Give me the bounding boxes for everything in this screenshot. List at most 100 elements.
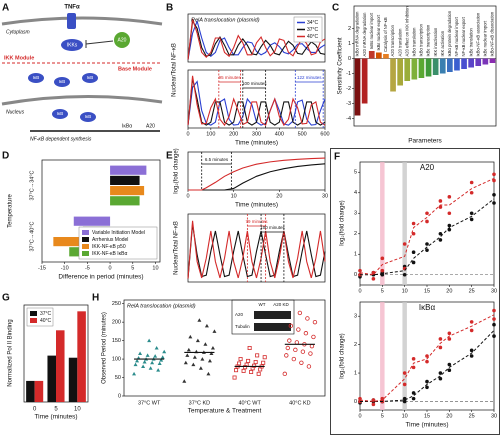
x-tick-label: 30 [322, 193, 328, 199]
line [360, 198, 495, 276]
point [183, 360, 188, 365]
bar [56, 330, 65, 402]
legend-swatch [30, 311, 37, 316]
x-tick-label: 40°C WT [238, 400, 261, 406]
blot-column: A20 KD [273, 302, 289, 307]
bar [397, 58, 403, 86]
y-tick-label: -4 [346, 116, 351, 122]
point [297, 310, 303, 316]
point [288, 323, 294, 329]
legend-label: 40°C [40, 318, 52, 324]
category-label: IκBα-NF-κB association [475, 12, 480, 57]
x-axis-label: Time (minutes) [34, 414, 77, 421]
point [447, 331, 452, 336]
point [182, 379, 187, 383]
point [469, 211, 474, 216]
bar [418, 58, 425, 78]
point [469, 217, 474, 222]
bar [390, 58, 396, 92]
bar [110, 165, 147, 175]
category-label: IκBε translation [468, 27, 473, 56]
blot-row: Tubulin [235, 324, 250, 329]
x-tick-label: 0 [358, 413, 361, 419]
point [371, 277, 376, 281]
point [232, 375, 237, 380]
x-tick-label: 500 [298, 131, 307, 137]
category-label: 37°C→34°C [29, 170, 35, 200]
category-label: IKK activation [440, 30, 445, 56]
point [447, 223, 452, 228]
category-label: IκBα transcription [419, 23, 424, 56]
point [447, 337, 452, 341]
point [135, 358, 140, 363]
panel-label: A [2, 3, 9, 14]
x-tick-label: 0 [186, 131, 189, 137]
point [305, 316, 310, 321]
point [438, 231, 443, 236]
bar [73, 216, 111, 226]
diagram-label: TNFα [64, 5, 80, 11]
diagram-label: A20 [146, 123, 155, 129]
y-axis-label: log₂(fold change) [340, 333, 346, 378]
legend-label: Arrhenius Model [92, 237, 128, 243]
x-tick-label: 15 [424, 288, 430, 294]
bar [425, 58, 432, 77]
x-tick-label: 400 [275, 131, 284, 137]
x-tick-label: 5 [381, 413, 384, 419]
bar [110, 196, 140, 206]
point [438, 345, 443, 350]
y-axis-label: Nuclear/Total NF-κB [174, 221, 180, 275]
point [210, 346, 215, 350]
point [159, 358, 164, 362]
x-axis-label: Time (minutes) [235, 140, 278, 147]
blot-column: WT [259, 302, 266, 307]
plot-frame [187, 151, 326, 191]
point [147, 338, 152, 343]
legend-label: 37°C [40, 311, 52, 317]
point [411, 221, 416, 226]
x-tick-label: 0 [33, 407, 37, 413]
y-tick-label: 5 [354, 170, 357, 176]
x-tick-label: 5 [381, 288, 384, 294]
diagram-label: Base Module [118, 66, 152, 72]
point [141, 364, 146, 368]
legend-label: IKK-NF-κB p50 [92, 244, 126, 250]
bar [47, 355, 56, 402]
band [402, 302, 407, 410]
band [402, 162, 407, 285]
point [308, 351, 313, 356]
point [492, 308, 496, 313]
diagram-label: IκBα [122, 123, 132, 129]
node [114, 32, 130, 48]
legend-label: 34°C [307, 20, 319, 26]
plot-frame [41, 159, 161, 263]
point [469, 328, 474, 333]
point [285, 345, 291, 351]
point [411, 391, 416, 395]
panel-label: D [2, 151, 9, 162]
x-tick-label: 10 [402, 413, 408, 419]
y-tick-label: 250 [112, 301, 121, 307]
point [425, 379, 429, 384]
y-axis-label: log₂(fold change) [174, 148, 180, 193]
point [247, 345, 252, 350]
x-tick-label: 10 [74, 407, 81, 413]
category-label: IκBα translation [411, 27, 416, 57]
annotation-label: 6.5 minutes [205, 157, 229, 162]
point [469, 190, 474, 195]
band [380, 162, 385, 285]
point [306, 364, 312, 369]
inhibition-arrow [85, 40, 114, 48]
point [380, 396, 385, 401]
line [360, 330, 495, 402]
point [402, 272, 407, 277]
point [204, 323, 209, 328]
point [261, 360, 266, 365]
annotation-label: 100 minutes [260, 225, 285, 230]
point [402, 382, 407, 387]
y-tick-label: 0 [118, 393, 121, 399]
x-axis-label: Time (minutes) [405, 422, 448, 429]
y-tick-label: 2 [354, 231, 357, 237]
point [206, 371, 211, 376]
